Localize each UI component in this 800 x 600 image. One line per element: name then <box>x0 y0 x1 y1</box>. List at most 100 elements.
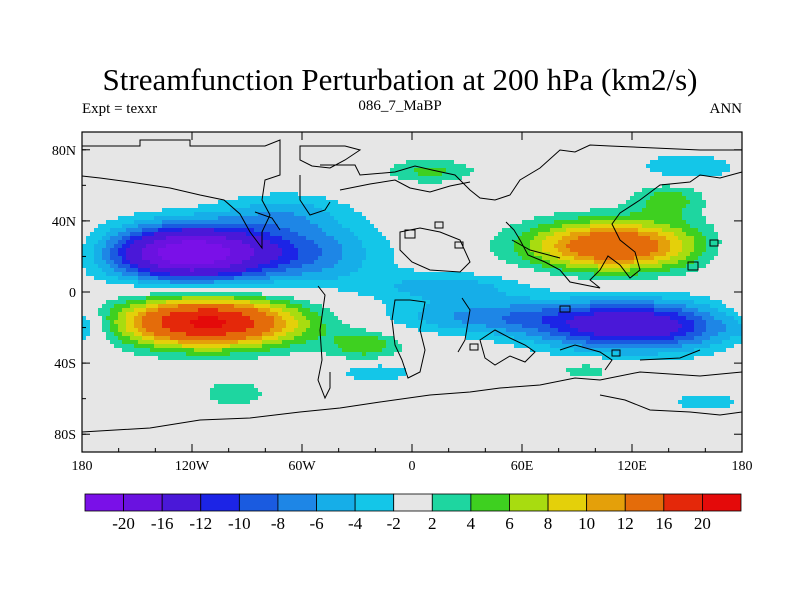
field-cell <box>618 208 623 213</box>
field-cell <box>314 208 319 213</box>
field-cell <box>690 212 695 217</box>
field-cell <box>162 228 167 233</box>
field-cell <box>578 200 583 205</box>
field-cell <box>210 172 215 177</box>
field-cell <box>726 192 731 197</box>
field-cell <box>286 144 291 149</box>
field-cell <box>334 188 339 193</box>
field-cell <box>354 144 359 149</box>
field-cell <box>738 188 743 193</box>
field-cell <box>474 224 479 229</box>
field-cell <box>658 228 663 233</box>
field-cell <box>114 188 119 193</box>
field-cell <box>262 192 267 197</box>
field-cell <box>530 236 535 241</box>
field-cell <box>722 180 727 185</box>
field-cell <box>366 200 371 205</box>
field-cell <box>338 220 343 225</box>
field-cell <box>222 156 227 161</box>
field-cell <box>642 208 647 213</box>
field-cell <box>294 136 299 141</box>
field-cell <box>146 224 151 229</box>
field-cell <box>546 196 551 201</box>
field-cell <box>238 164 243 169</box>
field-cell <box>738 192 743 197</box>
field-cell <box>250 152 255 157</box>
field-cell <box>182 252 187 257</box>
field-cell <box>170 208 175 213</box>
field-cell <box>410 224 415 229</box>
field-cell <box>678 152 683 157</box>
field-cell <box>546 168 551 173</box>
field-cell <box>674 224 679 229</box>
field-cell <box>82 244 87 249</box>
field-cell <box>206 204 211 209</box>
field-cell <box>310 200 315 205</box>
field-cell <box>398 208 403 213</box>
field-cell <box>230 168 235 173</box>
field-cell <box>362 220 367 225</box>
field-cell <box>270 236 275 241</box>
field-cell <box>614 160 619 165</box>
field-cell <box>698 132 703 137</box>
field-cell <box>158 248 163 253</box>
field-cell <box>618 136 623 141</box>
field-cell <box>394 172 399 177</box>
field-cell <box>506 148 511 153</box>
field-cell <box>434 200 439 205</box>
field-cell <box>278 176 283 181</box>
field-cell <box>450 244 455 249</box>
field-cell <box>454 204 459 209</box>
field-cell <box>594 204 599 209</box>
field-cell <box>730 168 735 173</box>
field-cell <box>570 232 575 237</box>
field-cell <box>538 200 543 205</box>
field-cell <box>218 216 223 221</box>
field-cell <box>106 196 111 201</box>
field-cell <box>606 160 611 165</box>
field-cell <box>82 164 87 169</box>
field-cell <box>258 148 263 153</box>
field-cell <box>274 228 279 233</box>
field-cell <box>234 200 239 205</box>
field-cell <box>270 200 275 205</box>
field-cell <box>354 148 359 153</box>
field-cell <box>414 200 419 205</box>
field-cell <box>654 152 659 157</box>
field-cell <box>642 212 647 217</box>
field-cell <box>126 172 131 177</box>
field-cell <box>518 236 523 241</box>
field-cell <box>350 220 355 225</box>
field-cell <box>106 172 111 177</box>
field-cell <box>466 240 471 245</box>
field-cell <box>334 176 339 181</box>
field-cell <box>206 200 211 205</box>
field-cell <box>346 212 351 217</box>
field-cell <box>526 176 531 181</box>
field-cell <box>686 156 691 161</box>
field-cell <box>178 132 183 137</box>
field-cell <box>530 232 535 237</box>
field-cell <box>662 172 667 177</box>
field-cell <box>558 244 563 249</box>
field-cell <box>658 192 663 197</box>
field-cell <box>178 164 183 169</box>
field-cell <box>386 152 391 157</box>
field-cell <box>414 232 419 237</box>
field-cell <box>738 156 743 161</box>
field-cell <box>98 224 103 229</box>
field-cell <box>458 232 463 237</box>
field-cell <box>366 192 371 197</box>
field-cell <box>678 220 683 225</box>
field-cell <box>486 188 491 193</box>
field-cell <box>530 180 535 185</box>
field-cell <box>722 204 727 209</box>
field-cell <box>98 204 103 209</box>
field-cell <box>390 188 395 193</box>
field-cell <box>574 144 579 149</box>
field-cell <box>338 156 343 161</box>
field-cell <box>426 136 431 141</box>
field-cell <box>218 160 223 165</box>
field-cell <box>350 180 355 185</box>
field-cell <box>514 160 519 165</box>
